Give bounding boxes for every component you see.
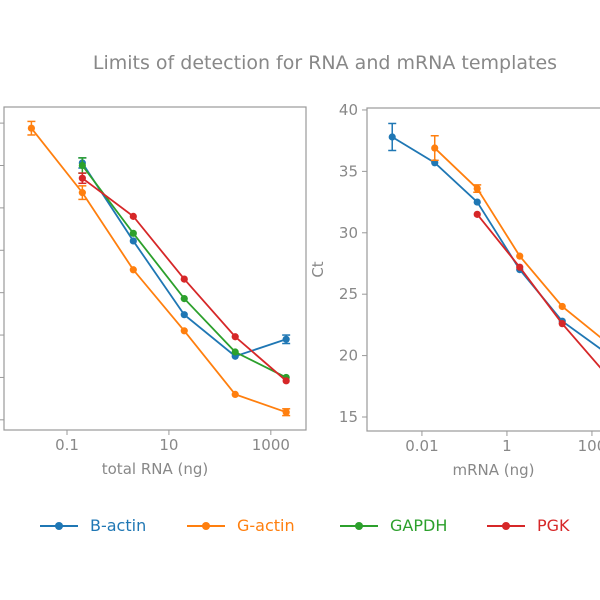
data-point-g-actin [516,252,524,260]
data-point-gapdh [180,294,188,303]
plot-frame [366,107,600,432]
series-line-pgk [476,213,600,369]
series-line-gapdh [81,164,287,379]
x-tick-label: 0.1 [55,436,79,454]
y-axis-label: Ct [309,261,327,277]
legend-marker [340,521,378,530]
data-point-g-actin [27,124,35,132]
data-point-pgk [473,210,481,218]
y-tick-label: 35 [339,162,358,180]
data-point-pgk [129,212,137,220]
data-point-gapdh [78,161,86,170]
data-point-b-actin [180,311,188,319]
data-point-b-actin [282,335,290,343]
legend-label: PGK [537,516,570,535]
data-point-pgk [231,333,239,341]
data-point-b-actin [473,198,481,206]
data-point-pgk [516,263,524,271]
data-point-pgk [180,275,188,283]
series-line-g-actin [434,147,600,339]
legend-item-gapdh[interactable]: GAPDH [340,516,447,535]
data-point-gapdh [129,229,137,237]
data-point-pgk [558,320,566,328]
data-point-g-actin [78,189,86,197]
series-layer [27,120,291,417]
legend-label: B-actin [90,516,147,535]
x-tick-label: 1 [502,437,512,455]
y-tick-label: 25 [339,285,358,303]
legend-item-b-actin[interactable]: B-actin [40,516,146,535]
data-point-g-actin [558,302,566,311]
y-tick-label: 40 [339,101,358,119]
x-tick-label: 1000 [252,436,290,454]
x-tick-label: 0.01 [405,437,438,455]
chart-title: Limits of detection for RNA and mRNA tem… [92,52,558,74]
legend-marker [487,521,525,530]
panel-2: 0.01 1 100 40 35 30 25 20 15 mRNA (ng) Ct [309,101,600,479]
series-line-g-actin [30,127,287,414]
series-line-b-actin [391,136,600,350]
legend-item-pgk[interactable]: PGK [487,516,570,535]
legend-marker [187,521,225,530]
x-axis-label: total RNA (ng) [102,460,208,478]
data-point-b-actin [129,237,137,245]
legend-item-g-actin[interactable]: G-actin [187,516,295,535]
x-tick-label: 10 [159,436,178,454]
x-tick-label: 100 [578,437,600,455]
data-point-g-actin [231,390,239,398]
legend: B-actin G-actin GAPDH PGK [0,516,600,540]
panel-1: 0.1 10 1000 total RNA (ng) [0,106,307,478]
x-axis-label: mRNA (ng) [452,461,534,479]
y-tick-label: 30 [339,224,358,242]
data-point-pgk [282,377,290,385]
data-point-pgk [78,174,86,182]
series-layer [388,122,600,369]
legend-marker [40,521,78,530]
data-point-g-actin [282,408,290,416]
data-point-g-actin [129,266,137,274]
data-point-g-actin [431,144,439,152]
y-tick-label: 15 [339,408,358,426]
legend-label: GAPDH [390,516,448,535]
data-point-g-actin [473,184,481,193]
data-point-b-actin [388,133,396,141]
data-point-g-actin [180,327,188,335]
y-tick-label: 20 [339,347,358,365]
plot-frame [3,106,307,431]
data-point-gapdh [231,348,239,356]
legend-label: G-actin [237,516,295,535]
